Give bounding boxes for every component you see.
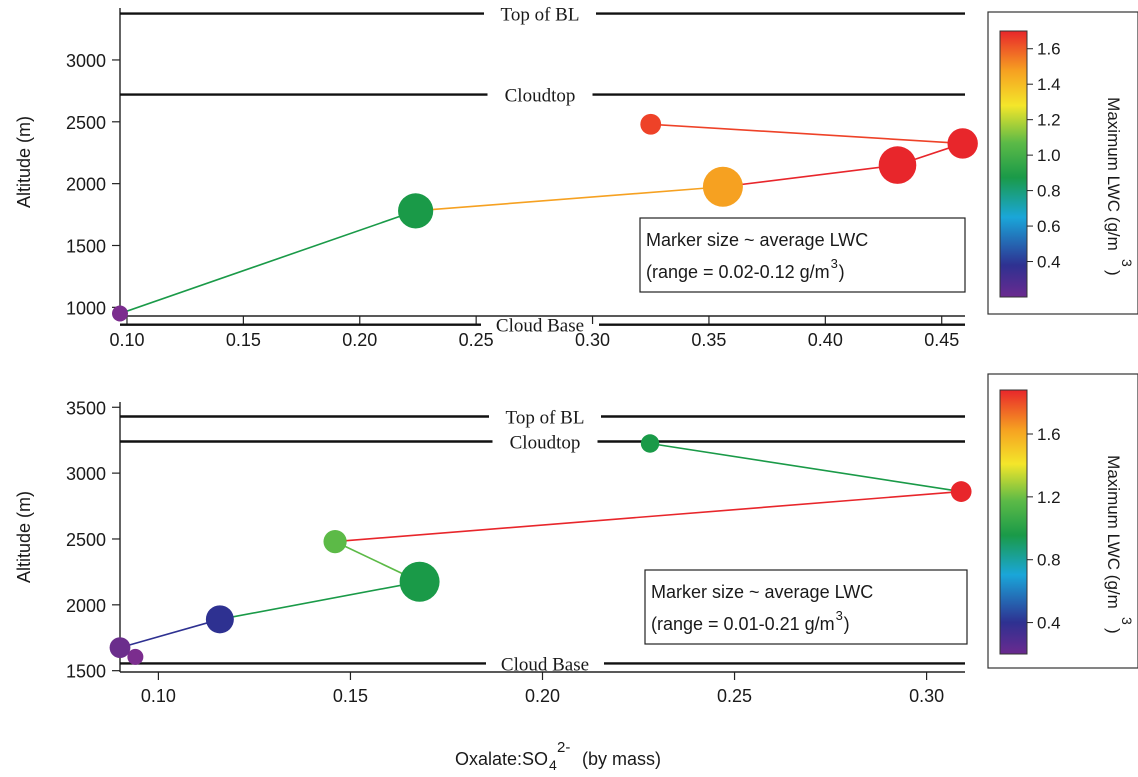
series-segment — [722, 164, 898, 188]
colorbar-gradient — [999, 389, 1028, 655]
y-tick-label: 2000 — [66, 596, 106, 616]
colorbar-tick-label: 1.4 — [1037, 75, 1061, 94]
x-tick-label: 0.30 — [909, 686, 944, 706]
data-point — [323, 530, 347, 554]
colorbar-tick-label: 0.4 — [1037, 253, 1061, 272]
x-axis-label-main: Oxalate:SO — [455, 749, 548, 769]
marker-size-legend-range-sup: 3 — [831, 256, 838, 271]
colorbar-label-close: ) — [1104, 628, 1123, 634]
data-point — [878, 146, 917, 184]
colorbar-tick-label: 0.6 — [1037, 217, 1061, 236]
x-tick-label: 0.20 — [525, 686, 560, 706]
colorbar-tick-label: 0.8 — [1037, 551, 1061, 570]
colorbar-label: Maximum LWC (g/m — [1104, 97, 1123, 251]
y-tick-label: 1000 — [66, 298, 106, 318]
marker-size-legend-range-close: ) — [839, 262, 845, 282]
chart-panel-1: 1000 1500 2000 2500 3000 Altitude (m) 0.10 0.15… — [14, 5, 1138, 350]
ref-line-label: Cloudtop — [510, 433, 581, 454]
x-tick-label: 0.45 — [924, 330, 959, 350]
ref-line-label: Cloud Base — [501, 654, 589, 675]
y-axis-label: Altitude (m) — [14, 491, 34, 583]
series-segment — [335, 490, 962, 543]
marker-size-legend-range: (range = 0.02-0.12 g/m — [646, 262, 830, 282]
y-tick-label: 3000 — [66, 51, 106, 71]
x-tick-label: 0.15 — [333, 686, 368, 706]
x-tick-label: 0.25 — [717, 686, 752, 706]
colorbar-label-sup: 3 — [1119, 617, 1135, 625]
ref-line-label: Top of BL — [506, 407, 585, 428]
colorbar-tick-label: 1.6 — [1037, 40, 1061, 59]
colorbar-label-sup: 3 — [1119, 259, 1135, 267]
series-segment — [649, 442, 962, 493]
data-point — [127, 648, 144, 665]
x-tick-label: 0.20 — [342, 330, 377, 350]
data-point — [112, 305, 128, 322]
colorbar-tick-label: 1.6 — [1037, 425, 1061, 444]
y-tick-label: 3000 — [66, 464, 106, 484]
x-tick-label: 0.15 — [226, 330, 261, 350]
y-tick-label: 2500 — [66, 530, 106, 550]
data-point — [398, 193, 434, 229]
y-tick-label: 1500 — [66, 236, 106, 256]
colorbar-tick-label: 0.4 — [1037, 614, 1061, 633]
x-axis-label-tail: (by mass) — [582, 749, 661, 769]
chart-panel-2: 1500 2000 2500 3000 3500 Altitude (m) 0.10 0.15… — [14, 373, 1138, 706]
marker-size-legend-title: Marker size ~ average LWC — [646, 230, 868, 250]
data-point — [950, 481, 972, 502]
x-axis-label-subscript: 4 — [549, 757, 557, 772]
colorbar-tick-label: 1.2 — [1037, 488, 1061, 507]
ref-line-label: Cloudtop — [505, 86, 576, 107]
series-segment — [119, 618, 221, 649]
marker-size-legend-range-sup: 3 — [836, 608, 843, 623]
marker-size-legend-range-close: ) — [844, 614, 850, 634]
series-segment — [650, 123, 963, 145]
x-tick-label: 0.10 — [109, 330, 144, 350]
y-tick-label: 2500 — [66, 113, 106, 133]
x-tick-label: 0.25 — [459, 330, 494, 350]
data-point — [399, 561, 440, 602]
marker-size-legend-range: (range = 0.01-0.21 g/m — [651, 614, 835, 634]
series-segment — [219, 580, 420, 621]
data-point — [205, 605, 234, 634]
y-tick-label: 2000 — [66, 175, 106, 195]
data-point — [947, 128, 978, 159]
data-point — [640, 113, 662, 135]
y-tick-label: 1500 — [66, 662, 106, 682]
data-point — [109, 637, 131, 659]
colorbar-tick-label: 1.0 — [1037, 146, 1061, 165]
colorbar-label: Maximum LWC (g/m — [1104, 455, 1123, 609]
x-tick-label: 0.35 — [691, 330, 726, 350]
series-segment — [119, 210, 416, 315]
x-axis-label-superscript: 2- — [557, 739, 570, 756]
colorbar-tick-label: 1.2 — [1037, 111, 1061, 130]
marker-size-legend-box — [644, 569, 968, 645]
marker-size-legend-title: Marker size ~ average LWC — [651, 582, 873, 602]
marker-size-legend-box — [639, 217, 966, 293]
y-tick-label: 3500 — [66, 398, 106, 418]
x-tick-label: 0.10 — [141, 686, 176, 706]
y-axis-label: Altitude (m) — [14, 116, 34, 208]
panels: 1000 1500 2000 2500 3000 Altitude (m) 0.10 0.15… — [14, 5, 1138, 706]
ref-line-label: Top of BL — [501, 5, 580, 26]
colorbar-gradient — [999, 30, 1028, 298]
data-point — [702, 166, 743, 207]
ref-line-label: Cloud Base — [496, 316, 584, 337]
colorbar-label-close: ) — [1104, 270, 1123, 276]
x-tick-label: 0.40 — [808, 330, 843, 350]
series-segment — [415, 185, 723, 212]
data-point — [640, 434, 660, 453]
colorbar-tick-label: 0.8 — [1037, 182, 1061, 201]
x-tick-label: 0.30 — [575, 330, 610, 350]
